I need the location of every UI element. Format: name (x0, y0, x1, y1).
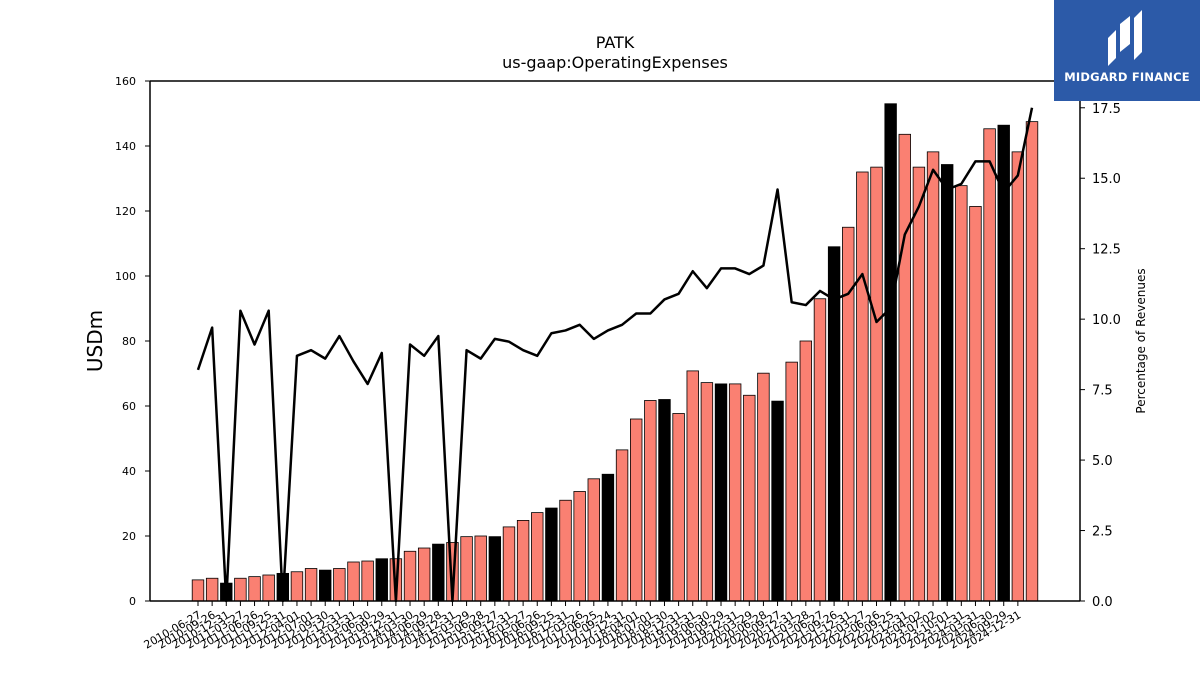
axes-layer: 0 20 40 60 80 100 120 140 160 0.0 2.5 5.0 7.5 10.0 12.… (115, 75, 1121, 652)
bar (842, 226, 855, 602)
bar (912, 166, 926, 602)
bar (926, 151, 940, 602)
bar (884, 103, 897, 602)
bar (587, 478, 600, 602)
y-axis-label: USDm (83, 310, 107, 372)
bar (898, 133, 911, 602)
bar (969, 206, 982, 602)
bar (474, 535, 487, 602)
line-layer (196, 107, 1034, 603)
logo: MIDGARD FINANCE (1054, 0, 1200, 101)
bar (191, 579, 205, 602)
y2-tick-label: 10.0 (1092, 313, 1121, 328)
bar (347, 561, 360, 602)
bar (290, 571, 304, 602)
y2-tick-label: 0.0 (1092, 595, 1113, 610)
y2-axis-label: Percentage of Revenues (1134, 268, 1148, 413)
y-tick-label: 120 (115, 205, 136, 218)
bar (615, 449, 629, 602)
bar (771, 400, 784, 602)
bar (813, 298, 827, 602)
y2-tick-label: 7.5 (1092, 384, 1113, 399)
bar (728, 383, 742, 602)
y2-tick-label: 15.0 (1092, 172, 1121, 187)
bar (644, 400, 657, 602)
bar (658, 399, 671, 602)
bar (417, 547, 431, 602)
logo-mark-icon (1108, 10, 1142, 66)
y-tick-label: 80 (122, 335, 136, 348)
bar (502, 526, 516, 602)
bar (997, 124, 1010, 602)
y-tick-label: 160 (115, 75, 136, 88)
bar (234, 577, 247, 602)
chart-subtitle: us-gaap:OperatingExpenses (502, 53, 728, 72)
bar (686, 370, 699, 602)
bar (545, 507, 558, 602)
bar (714, 383, 728, 602)
bar (531, 512, 544, 602)
bar (375, 558, 388, 602)
bar (333, 568, 346, 602)
bar (460, 536, 473, 602)
bar (361, 560, 374, 602)
bar (955, 185, 968, 602)
y2-tick-label: 17.5 (1092, 102, 1121, 117)
bar (559, 499, 572, 602)
bar (262, 574, 275, 602)
y-tick-label: 140 (115, 140, 136, 153)
y2-tick-label: 12.5 (1092, 243, 1121, 258)
bar (573, 491, 586, 602)
ratio-line (196, 107, 1034, 603)
bar (304, 568, 318, 602)
bar (516, 520, 530, 602)
y2-tick-label: 5.0 (1092, 454, 1113, 469)
bar (785, 361, 798, 602)
bar (743, 394, 756, 602)
bar (601, 473, 615, 602)
bar (757, 372, 770, 602)
bar (983, 128, 996, 602)
bar (432, 543, 445, 602)
y-tick-label: 100 (115, 270, 136, 283)
y2-tick-label: 2.5 (1092, 525, 1113, 540)
bar (700, 382, 714, 602)
bar (856, 171, 869, 602)
bar (672, 413, 685, 602)
bar (319, 569, 332, 602)
bar (940, 164, 954, 602)
y-tick-label: 60 (122, 400, 136, 413)
bar (248, 576, 261, 602)
bar (403, 550, 417, 602)
bar (1025, 121, 1039, 602)
chart-title: PATK (596, 33, 635, 52)
bar (799, 340, 813, 602)
y-tick-label: 0 (129, 595, 136, 608)
bar (488, 536, 502, 602)
bar (630, 418, 643, 602)
y-tick-label: 20 (122, 530, 136, 543)
bar (1011, 151, 1025, 602)
bar (205, 577, 219, 602)
bars-layer (191, 103, 1039, 602)
y-tick-label: 40 (122, 465, 136, 478)
logo-text: MIDGARD FINANCE (1064, 70, 1190, 84)
bar (870, 166, 883, 602)
